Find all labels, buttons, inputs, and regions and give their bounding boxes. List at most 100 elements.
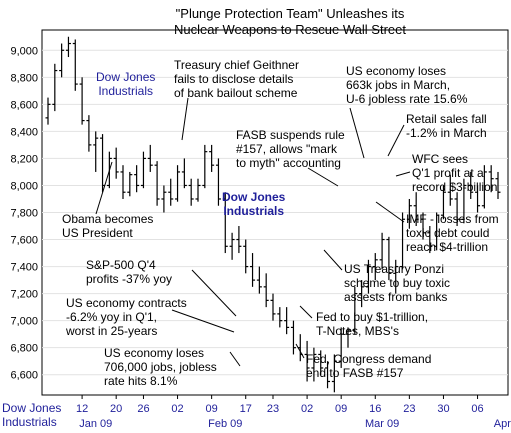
- price-bar: [134, 165, 140, 193]
- price-bar: [488, 165, 494, 193]
- price-bar: [372, 253, 378, 281]
- annotation-retail-sales: Retail sales fall -1.2% in March: [406, 112, 487, 140]
- annotation-ponzi: US Treasury Ponzi scheme to buy toxic as…: [344, 262, 451, 304]
- leader-line: [171, 309, 235, 333]
- month-label: Feb 09: [208, 418, 242, 430]
- price-bar: [72, 39, 78, 91]
- annotation-jobs-706k: US economy loses 706,000 jobs, jobless r…: [104, 346, 217, 388]
- price-bar: [140, 151, 146, 189]
- annotation-wfc: WFC sees Q'1 profit at a record $3-billi…: [412, 152, 498, 194]
- price-bar: [365, 259, 371, 294]
- leader-line: [299, 305, 313, 319]
- price-bar: [229, 232, 235, 260]
- y-grid: [42, 49, 508, 376]
- price-bar: [202, 144, 208, 189]
- price-bar: [127, 171, 133, 197]
- price-bar: [86, 115, 92, 152]
- x-tick-label: 26: [137, 403, 149, 415]
- x-tick-label: 16: [369, 403, 381, 415]
- price-bar: [215, 158, 221, 206]
- price-bar: [284, 307, 290, 335]
- annotation-jobs-663k: US economy loses 663k jobs in March, U-6…: [346, 64, 468, 106]
- price-bar: [427, 226, 433, 254]
- price-bar: [250, 253, 256, 287]
- price-bar: [154, 161, 160, 206]
- price-bar: [345, 327, 351, 348]
- y-axis: 6,600 6,800 7,000 7,200 7,400 7,600 7,800 8,000…: [10, 45, 38, 381]
- y-tick-label: 6,600: [10, 370, 38, 382]
- y-tick-label: 6,800: [10, 343, 38, 355]
- month-label: April: [494, 418, 511, 430]
- price-bar: [413, 192, 419, 227]
- price-bar: [270, 293, 276, 321]
- price-bar: [325, 361, 331, 389]
- leader-line: [387, 124, 405, 157]
- price-bar: [236, 226, 242, 254]
- price-bars: [45, 36, 501, 393]
- annotation-fed-1-trillion: Fed to buy $1-trillion, T-Notes, MBS's: [316, 310, 429, 338]
- y-tick-label: 8,200: [10, 153, 38, 165]
- x-tick-label: 23: [403, 403, 415, 415]
- price-bar: [379, 232, 385, 270]
- price-bar: [120, 165, 126, 199]
- footer-series-label: Dow Jones Industrials: [2, 401, 62, 429]
- x-tick-label: 09: [206, 403, 218, 415]
- price-bar: [454, 192, 460, 227]
- y-tick-label: 9,000: [10, 45, 38, 57]
- price-bar: [420, 212, 426, 240]
- price-bar: [52, 63, 58, 112]
- y-tick-label: 7,000: [10, 316, 38, 328]
- y-tick-label: 8,000: [10, 180, 38, 192]
- price-bar: [65, 36, 71, 58]
- price-bar: [338, 327, 344, 368]
- leader-line: [395, 171, 411, 177]
- annotation-fasb-suspend: FASB suspends rule #157, allows "mark to…: [236, 128, 345, 170]
- x-tick-label: 17: [240, 403, 252, 415]
- price-bar: [147, 144, 153, 172]
- price-bar: [45, 97, 51, 125]
- price-bar: [290, 320, 296, 355]
- leader-line: [191, 269, 237, 317]
- x-tick-label: 20: [110, 403, 122, 415]
- leader-line: [181, 97, 189, 141]
- price-bar: [331, 354, 337, 393]
- price-bar: [400, 212, 406, 270]
- price-bar: [277, 307, 283, 328]
- price-bar: [113, 147, 119, 179]
- price-bar: [304, 340, 310, 382]
- y-tick-label: 8,800: [10, 72, 38, 84]
- leader-line: [95, 161, 113, 215]
- price-bar: [209, 144, 215, 172]
- price-bar: [434, 212, 440, 251]
- price-bar: [440, 185, 446, 220]
- x-tick-label: 30: [437, 403, 449, 415]
- annotation-fasb-end: Fed, Congress demand end to FASB #157: [306, 352, 432, 380]
- x-tick-label: 23: [267, 403, 279, 415]
- x-tick-label: 12: [76, 403, 88, 415]
- chart-title-line1: "Plunge Protection Team" Unleashes its: [175, 6, 405, 21]
- y-tick-label: 8,600: [10, 99, 38, 111]
- price-bar: [311, 347, 317, 382]
- price-bar: [181, 158, 187, 189]
- leader-line: [307, 167, 339, 187]
- price-bar: [481, 165, 487, 209]
- price-bar: [188, 178, 194, 206]
- price-bar: [318, 350, 324, 375]
- annotation-contracts: US economy contracts -6.2% yoy in Q'1, w…: [66, 296, 187, 338]
- price-bar: [447, 174, 453, 206]
- leader-line: [229, 351, 241, 367]
- chart-title: "Plunge Protection Team" Unleashes its N…: [140, 6, 440, 38]
- price-bar: [352, 286, 358, 335]
- price-bar: [461, 178, 467, 224]
- price-bar: [195, 178, 201, 202]
- price-bar: [243, 239, 249, 274]
- price-bar: [393, 259, 399, 294]
- price-bar: [386, 236, 392, 281]
- price-bar: [93, 131, 99, 172]
- price-bar: [495, 171, 501, 199]
- price-bar: [475, 185, 481, 213]
- y-tick-label: 7,400: [10, 262, 38, 274]
- series-label-mid: Dow Jones Industrials: [222, 190, 286, 218]
- series-label-top: Dow Jones Industrials: [96, 70, 156, 98]
